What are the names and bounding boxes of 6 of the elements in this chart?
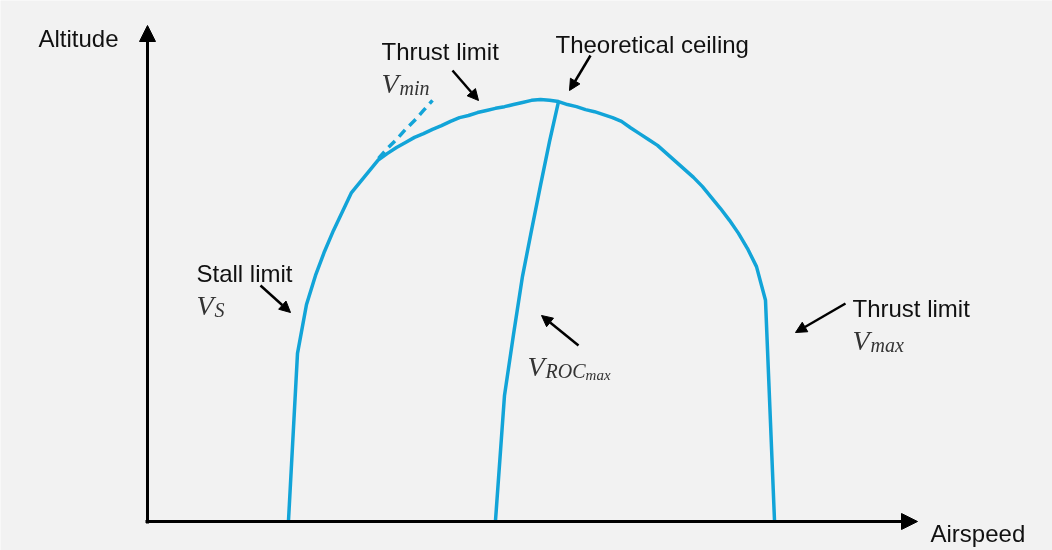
text: Thrust limit Vmin — [381, 38, 500, 99]
text: Theoretical ceiling — [555, 31, 749, 58]
annotation: Stall limit VS — [196, 260, 293, 321]
text: Airspeed — [930, 520, 1026, 547]
text: Thrust limit Vmax — [852, 295, 971, 356]
text: Altitude — [38, 25, 119, 52]
